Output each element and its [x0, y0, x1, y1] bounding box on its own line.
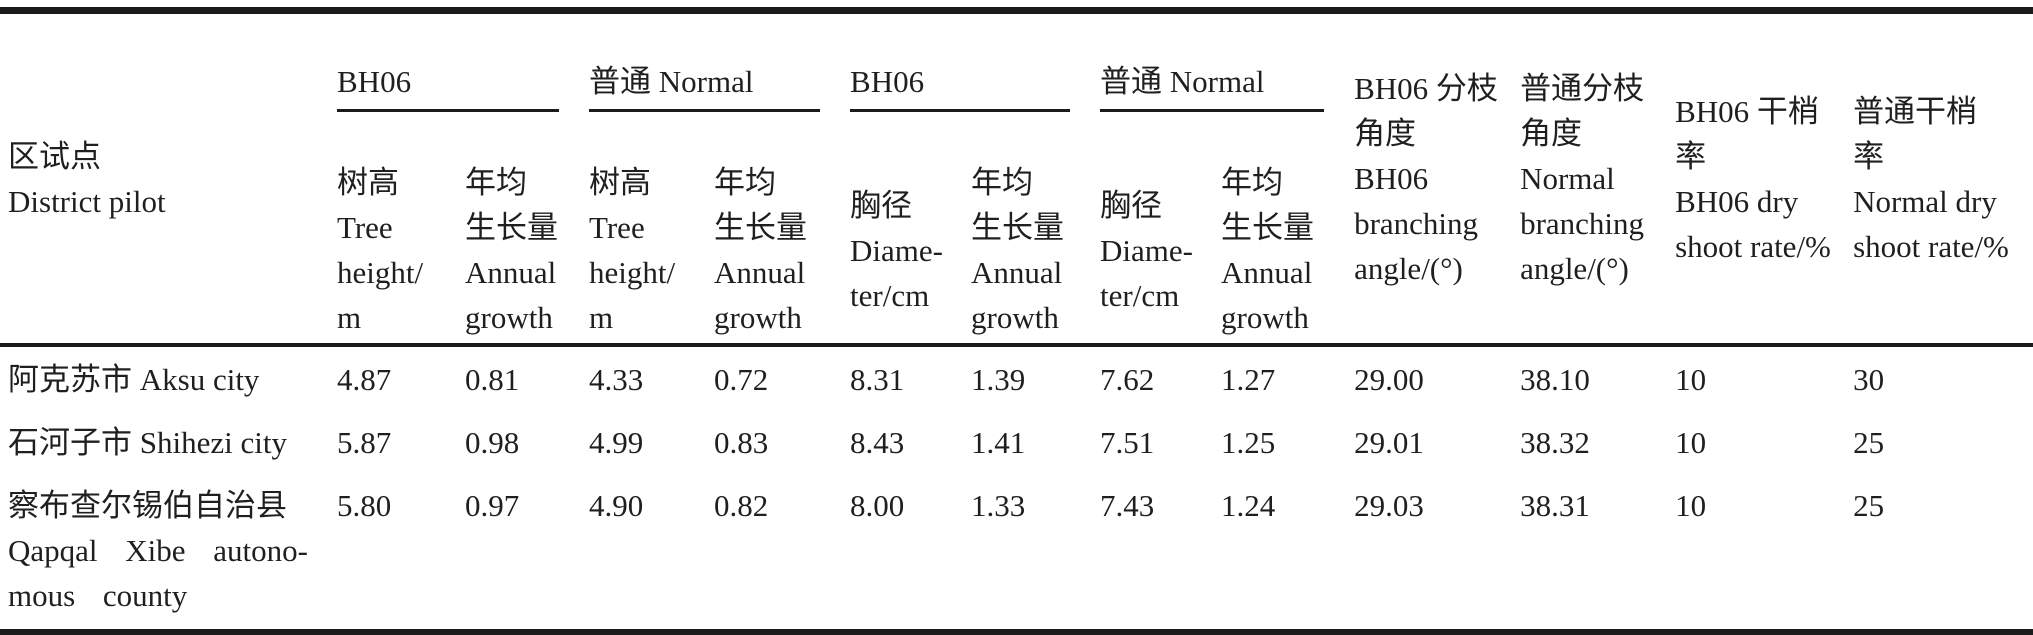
table-row-qapqal: 察布查尔锡伯自治县 Qapqal Xibe autono- mous count…: [0, 473, 2033, 632]
value-cell: 0.72: [714, 343, 851, 410]
value-cell: 29.01: [1354, 425, 1424, 460]
header-normal-branching-angle: 普通分枝 角度 Normal branching angle/(°): [1520, 71, 1645, 286]
table-row-shihezi: 石河子市 Shihezi city 5.87 0.98 4.99 0.83 8.…: [0, 410, 2033, 473]
value-cell: 1.24: [1221, 488, 1276, 523]
value-cell: 0.83: [714, 425, 769, 460]
district-cell: 石河子市 Shihezi city: [8, 425, 287, 460]
value-cell: 8.43: [850, 425, 905, 460]
value-cell: 29.00: [1354, 343, 1521, 410]
group-header-bh06-diameter-label: BH06: [850, 59, 1071, 112]
group-header-bh06-diameter: BH06: [850, 11, 1100, 158]
value-cell: 1.25: [1221, 425, 1276, 460]
value-cell: 7.62: [1100, 343, 1222, 410]
value-cell: 0.81: [465, 343, 590, 410]
value-cell: 38.32: [1520, 425, 1590, 460]
value-cell: 8.00: [850, 488, 905, 523]
value-cell: 8.31: [850, 343, 972, 410]
value-cell: 29.03: [1354, 488, 1424, 523]
value-cell: 1.33: [971, 488, 1026, 523]
group-header-normal-diameter: 普通 Normal: [1100, 11, 1354, 158]
value-cell: 1.39: [971, 343, 1101, 410]
subheader-bh06-tree-height: 树高 Tree height/ m: [337, 165, 424, 335]
value-cell: 38.10: [1520, 343, 1676, 410]
subheader-bh06-height-annual-growth: 年均 生长量 Annual growth: [465, 165, 558, 335]
value-cell: 10: [1675, 425, 1707, 460]
group-header-bh06-height-label: BH06: [337, 59, 560, 112]
value-cell: 4.99: [589, 425, 644, 460]
value-cell: 30: [1853, 343, 2033, 410]
value-cell: 10: [1675, 343, 1854, 410]
district-cell: 阿克苏市 Aksu city: [0, 343, 337, 410]
header-normal-dry-shoot-rate: 普通干梢 率 Normal dry shoot rate/%: [1853, 93, 2009, 264]
group-header-normal-height-label: 普通 Normal: [589, 59, 821, 112]
district-cell: 察布查尔锡伯自治县 Qapqal Xibe autono- mous count…: [8, 488, 308, 613]
value-cell: 7.43: [1100, 488, 1155, 523]
group-header-normal-height: 普通 Normal: [589, 11, 850, 158]
value-cell: 10: [1675, 488, 1707, 523]
group-header-bh06-height: BH06: [337, 11, 589, 158]
group-header-row: 区试点 District pilot BH06 普通 Normal BH06 普…: [0, 11, 2033, 286]
value-cell: 5.87: [337, 425, 392, 460]
value-cell: 25: [1853, 425, 1885, 460]
subheader-normal-tree-height: 树高 Tree height/ m: [589, 165, 676, 335]
subheader-bh06-diameter: 胸径 Diame- ter/cm: [850, 187, 943, 313]
value-cell: 0.82: [714, 488, 769, 523]
value-cell: 1.27: [1221, 343, 1355, 410]
header-bh06-dry-shoot-rate: BH06 干梢 率 BH06 dry shoot rate/%: [1675, 93, 1831, 264]
table-header: 区试点 District pilot BH06 普通 Normal BH06 普…: [0, 11, 2033, 346]
group-header-normal-diameter-label: 普通 Normal: [1100, 59, 1325, 112]
subheader-normal-diameter: 胸径 Diame- ter/cm: [1100, 187, 1194, 313]
subheader-normal-diameter-annual-growth: 年均 生长量 Annual growth: [1221, 165, 1315, 335]
district-pilot-header: 区试点 District pilot: [8, 138, 166, 219]
value-cell: 5.80: [337, 488, 392, 523]
header-bh06-branching-angle: BH06 分枝 角度 BH06 branching angle/(°): [1354, 71, 1498, 286]
value-cell: 7.51: [1100, 425, 1155, 460]
value-cell: 4.87: [337, 343, 465, 410]
value-cell: 0.97: [465, 488, 520, 523]
subheader-bh06-diameter-annual-growth: 年均 生长量 Annual growth: [971, 165, 1065, 335]
value-cell: 0.98: [465, 425, 520, 460]
trial-results-table: 区试点 District pilot BH06 普通 Normal BH06 普…: [0, 7, 2033, 635]
table-row-aksu: 阿克苏市 Aksu city 4.87 0.81 4.33 0.72 8.31 …: [0, 343, 2033, 410]
table-body: 阿克苏市 Aksu city 4.87 0.81 4.33 0.72 8.31 …: [0, 343, 2033, 632]
value-cell: 25: [1853, 488, 1885, 523]
value-cell: 1.41: [971, 425, 1026, 460]
value-cell: 38.31: [1520, 488, 1590, 523]
subheader-normal-height-annual-growth: 年均 生长量 Annual growth: [714, 165, 808, 335]
value-cell: 4.33: [589, 343, 715, 410]
sub-header-row: 树高 Tree height/ m 年均 生长量 Annual growth 树…: [0, 157, 2033, 345]
value-cell: 4.90: [589, 488, 644, 523]
